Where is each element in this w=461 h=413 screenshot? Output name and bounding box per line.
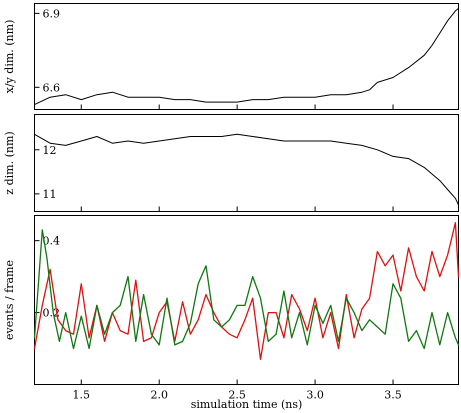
series-line-0: [34, 7, 459, 106]
plot-area: 6.6 6.9: [34, 7, 459, 110]
panel-xy-dimension: 6.6 6.9 x/y dim. (nm): [3, 3, 459, 110]
series-line-0: [33, 222, 460, 360]
y-tick-label: 0.4: [43, 235, 61, 248]
x-axis-label: simulation time (ns): [191, 398, 303, 411]
series-line-0: [34, 133, 459, 206]
y-tick-label: 0.2: [43, 307, 61, 320]
plot-area: 0.2 0.4 1.5 2.0 2.5 3.0 3.5: [33, 222, 460, 402]
panel-frame: [34, 114, 459, 212]
y-tick-label: 6.9: [43, 7, 61, 20]
y-tick-label: 12: [43, 144, 57, 157]
y-axis-label: z dim. (nm): [3, 131, 16, 194]
x-tick-label: 2.5: [228, 389, 246, 402]
panel-frame: [34, 215, 459, 385]
x-tick-label: 3.5: [384, 389, 402, 402]
x-tick-label: 2.0: [150, 389, 168, 402]
y-axis-label: x/y dim. (nm): [3, 20, 16, 94]
y-tick-label: 6.6: [43, 81, 61, 94]
x-tick-label: 3.0: [306, 389, 324, 402]
y-tick-label: 11: [43, 188, 57, 201]
panel-events-per-frame: 0.2 0.4 1.5 2.0 2.5 3.0 3.5 events / frame sim…: [3, 215, 460, 411]
x-tick-label: 1.5: [73, 389, 91, 402]
plot-area: 11 12: [34, 133, 459, 212]
panel-frame: [34, 3, 459, 110]
panel-z-dimension: 11 12 z dim. (nm): [3, 114, 459, 212]
y-axis-label: events / frame: [3, 260, 16, 340]
series-line-1: [33, 229, 460, 350]
